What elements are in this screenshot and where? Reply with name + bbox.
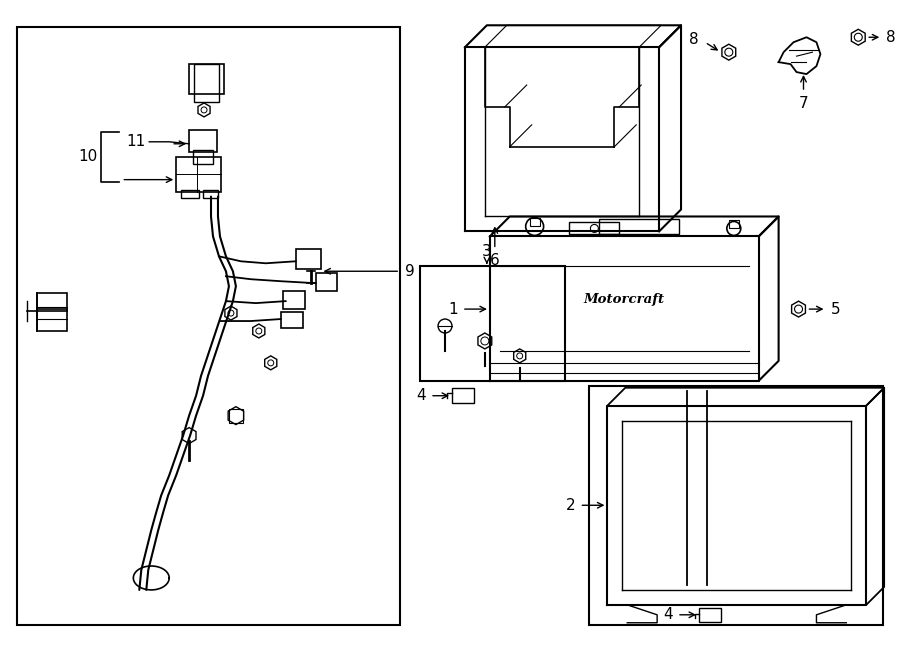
Bar xyxy=(194,150,213,164)
Bar xyxy=(699,608,721,622)
Text: 1: 1 xyxy=(448,301,458,317)
Bar xyxy=(281,312,302,328)
Text: 11: 11 xyxy=(126,134,145,149)
Bar xyxy=(181,190,199,198)
Bar xyxy=(189,130,217,152)
Text: 10: 10 xyxy=(78,149,97,164)
Bar xyxy=(729,221,739,229)
Text: 4: 4 xyxy=(663,607,673,622)
Bar xyxy=(283,291,304,309)
Bar xyxy=(599,219,679,235)
Bar xyxy=(452,388,474,403)
Text: 3: 3 xyxy=(482,245,491,259)
Bar xyxy=(194,64,219,102)
Text: 6: 6 xyxy=(490,253,500,268)
Bar xyxy=(590,386,883,625)
Bar xyxy=(570,223,619,235)
Text: 8: 8 xyxy=(689,32,699,47)
Bar xyxy=(37,309,67,331)
Text: 8: 8 xyxy=(886,30,896,45)
Bar xyxy=(296,249,320,269)
Bar xyxy=(176,157,221,192)
Text: 7: 7 xyxy=(798,96,808,111)
Text: 5: 5 xyxy=(831,301,840,317)
Bar xyxy=(17,27,400,625)
Bar xyxy=(316,273,338,291)
Bar xyxy=(420,266,564,381)
Text: 4: 4 xyxy=(417,388,426,403)
Text: 2: 2 xyxy=(566,498,575,513)
Bar xyxy=(203,190,218,198)
Bar xyxy=(229,408,243,422)
Bar xyxy=(37,293,67,311)
Bar xyxy=(189,64,224,94)
Bar xyxy=(530,219,540,227)
Text: Motorcraft: Motorcraft xyxy=(584,293,665,305)
Text: 9: 9 xyxy=(405,264,415,279)
